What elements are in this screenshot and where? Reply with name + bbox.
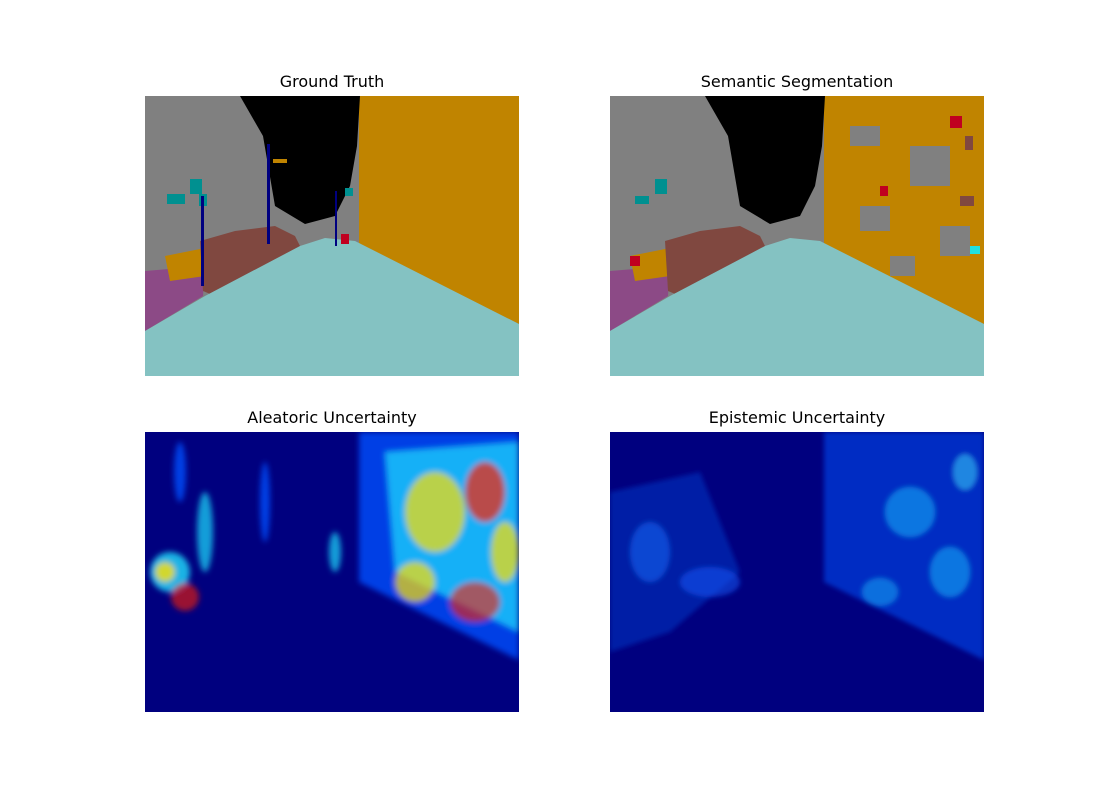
aleatoric-uncertainty-image bbox=[145, 432, 519, 712]
semantic-segmentation-image bbox=[610, 96, 984, 376]
panel-title: Epistemic Uncertainty bbox=[708, 408, 886, 427]
ground-truth-image bbox=[145, 96, 519, 376]
epistemic-uncertainty-image bbox=[610, 432, 984, 712]
panel-title: Semantic Segmentation bbox=[700, 72, 894, 91]
panel-title: Ground Truth bbox=[279, 72, 385, 91]
panel-title: Aleatoric Uncertainty bbox=[247, 408, 417, 427]
